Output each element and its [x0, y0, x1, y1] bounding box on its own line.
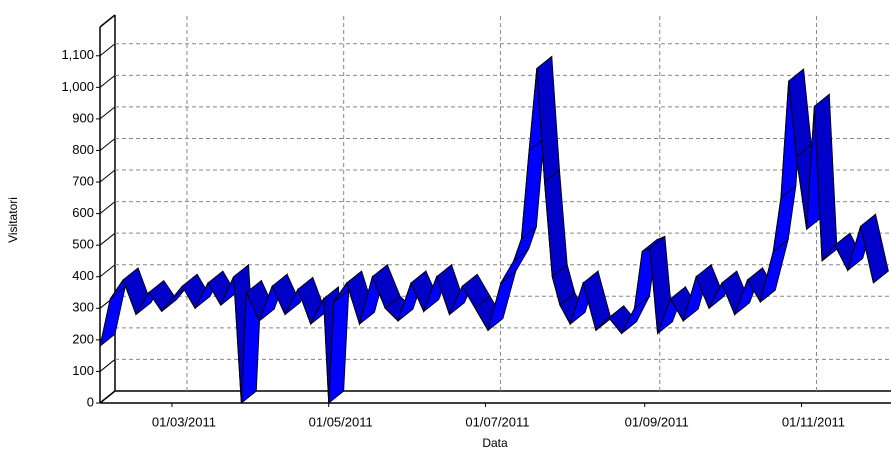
x-tick-label: 01/09/2011: [625, 414, 689, 429]
y-tick-label: 400: [72, 268, 94, 283]
x-tick-label: 01/07/2011: [465, 414, 529, 429]
y-tick-label: 100: [72, 363, 94, 378]
floor-edge: [99, 390, 116, 404]
y-axis-top: [99, 14, 116, 28]
y-tick-label: 500: [72, 237, 94, 252]
y-tick-depth: [99, 359, 116, 372]
ribbon-face: [148, 279, 178, 313]
x-axis-label: Data: [482, 436, 508, 450]
y-tick-label: 1,000: [61, 79, 94, 94]
y-tick-label: 700: [72, 173, 94, 188]
y-tick-label: 600: [72, 205, 94, 220]
x-tick-label: 01/11/2011: [782, 414, 845, 429]
ribbon-face: [772, 184, 797, 253]
ribbon: [99, 55, 889, 404]
y-tick-depth: [99, 264, 116, 278]
y-tick-label: 0: [87, 394, 94, 409]
y-tick-label: 900: [72, 110, 94, 125]
x-tick-label: 01/03/2011: [152, 414, 216, 429]
y-axis-label: Visitatori: [6, 197, 20, 243]
y-tick-label: 300: [72, 300, 94, 315]
ribbon-face: [520, 137, 545, 240]
y-tick-label: 200: [72, 331, 94, 346]
y-tick-depth: [99, 74, 116, 88]
y-tick-depth: [99, 201, 116, 214]
x-tick-label: 01/05/2011: [309, 414, 373, 429]
y-tick-depth: [99, 43, 116, 57]
y-tick-depth: [99, 138, 116, 151]
y-tick-depth: [99, 106, 116, 120]
line: [99, 68, 874, 404]
y-tick-depth: [99, 232, 116, 246]
y-tick-label: 800: [72, 142, 94, 157]
ribbon-face: [500, 248, 530, 284]
y-tick-depth: [99, 169, 116, 183]
y-tick-label: 1,100: [61, 47, 94, 62]
